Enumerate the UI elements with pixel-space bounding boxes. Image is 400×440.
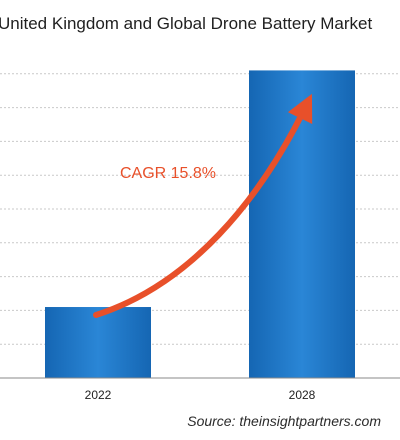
source-note: Source: theinsightpartners.com [187,413,381,429]
x-axis-ticks: 2022 2028 [85,388,316,402]
cagr-label: CAGR 15.8% [120,165,216,182]
bars [45,70,355,379]
cagr-trend-arrow [93,93,313,318]
chart-title: United Kingdom and Global Drone Battery … [0,14,372,33]
bar-2022 [45,307,151,378]
x-tick-label: 2022 [85,388,112,402]
x-tick-label: 2028 [289,388,316,402]
